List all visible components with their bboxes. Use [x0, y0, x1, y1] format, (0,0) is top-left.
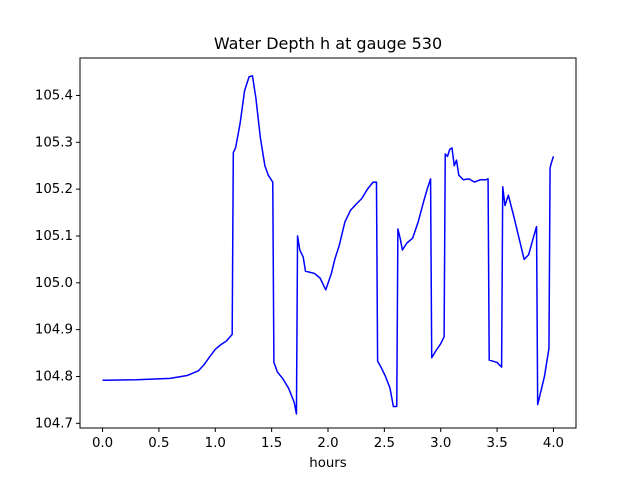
y-tick-label: 105.1: [35, 229, 73, 244]
x-tick-label: 0.0: [92, 436, 113, 451]
y-tick-label: 104.9: [35, 323, 73, 338]
y-tick-label: 104.7: [35, 416, 73, 431]
chart-title: Water Depth h at gauge 530: [214, 34, 442, 53]
x-axis: 0.0 0.5 1.0 1.5 2.0 2.5 3.0 3.5 4.0: [92, 428, 564, 451]
x-tick-label: 3.5: [486, 436, 507, 451]
x-tick-label: 0.5: [148, 436, 169, 451]
series-line: [102, 75, 555, 415]
y-axis: 104.7 104.8 104.9 105.0 105.1 105.2 105.3 105.4: [35, 88, 80, 431]
x-tick-label: 1.5: [261, 436, 282, 451]
x-tick-label: 4.0: [543, 436, 564, 451]
y-tick-label: 105.0: [35, 276, 73, 291]
y-tick-label: 105.2: [35, 182, 73, 197]
plot-frame: [79, 57, 577, 429]
x-axis-label: hours: [309, 456, 347, 471]
x-tick-label: 3.0: [430, 436, 451, 451]
y-tick-label: 105.4: [35, 88, 73, 103]
x-tick-label: 2.5: [374, 436, 395, 451]
x-tick-label: 2.0: [317, 436, 338, 451]
y-tick-label: 104.8: [35, 369, 73, 384]
plot-area: [80, 58, 576, 428]
x-tick-label: 1.0: [205, 436, 226, 451]
y-tick-label: 105.3: [35, 135, 73, 150]
